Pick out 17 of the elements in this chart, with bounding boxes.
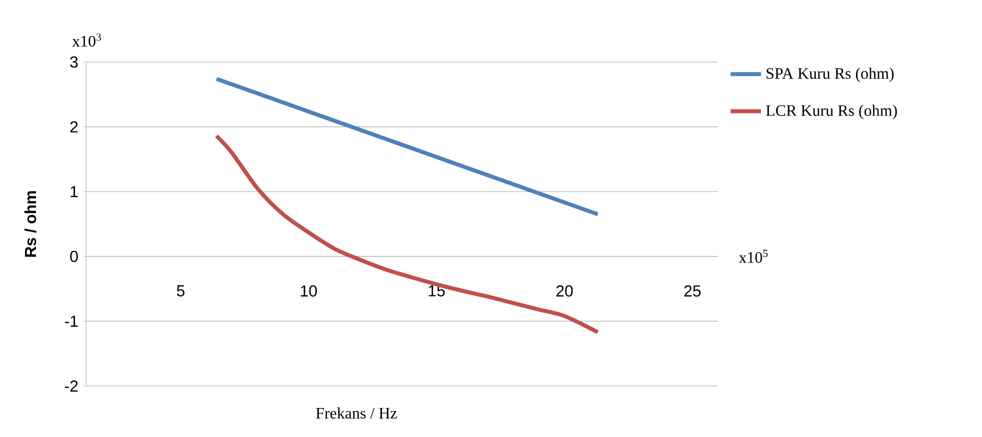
y-tick-label: 1 bbox=[70, 186, 78, 198]
x-tick-label: 5 bbox=[176, 285, 184, 296]
y-tick-label: 3 bbox=[70, 56, 78, 68]
y-tick-label: 0 bbox=[70, 250, 78, 262]
text: x10$^{5}$ bbox=[738, 250, 768, 263]
x-tick-label: 20 bbox=[556, 285, 573, 297]
x-tick-label: 10 bbox=[300, 285, 317, 297]
y-tick-label: 2 bbox=[70, 121, 78, 132]
y-tick-label: -2 bbox=[64, 380, 78, 392]
text: x10$^{3}$ bbox=[72, 34, 101, 47]
y-tick-label: -1 bbox=[64, 316, 78, 327]
x-tick-label: 25 bbox=[684, 285, 701, 297]
legend-label: SPA Kuru Rs (ohm) bbox=[766, 68, 894, 82]
y-axis-title: Rs / ohm bbox=[24, 191, 36, 257]
line-series bbox=[214, 134, 600, 334]
x-axis-title: Frekans / Hz bbox=[316, 407, 397, 419]
legend-label: LCR Kuru Rs (ohm) bbox=[766, 104, 897, 120]
